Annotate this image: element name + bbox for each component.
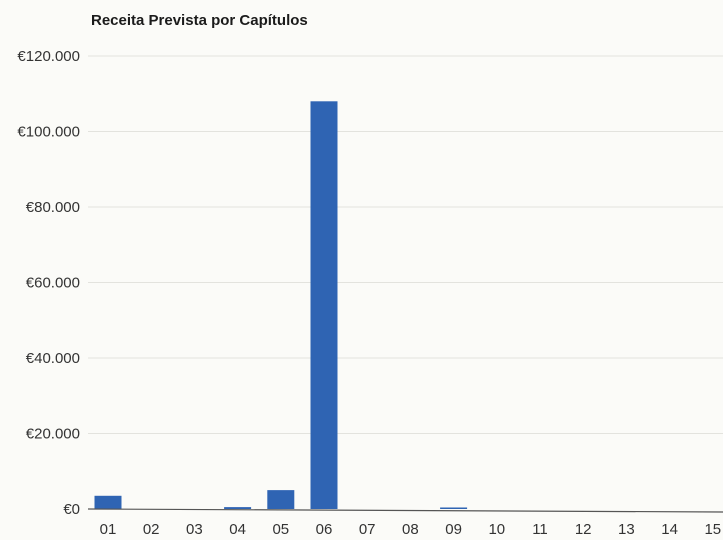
x-tick-label: 12 bbox=[575, 521, 592, 538]
bar-05 bbox=[267, 490, 294, 509]
bar-04 bbox=[224, 507, 251, 509]
x-tick-label: 10 bbox=[488, 521, 505, 538]
x-axis-tick-labels: 01 02 03 04 05 06 07 08 09 10 11 12 13 14 15 bbox=[100, 521, 721, 538]
x-tick-label: 04 bbox=[229, 521, 246, 538]
x-tick-label: 09 bbox=[445, 521, 462, 538]
y-tick-label: €120.000 bbox=[17, 48, 80, 65]
y-tick-label: €0 bbox=[63, 501, 80, 518]
x-tick-label: 14 bbox=[661, 521, 678, 538]
x-tick-label: 05 bbox=[272, 521, 289, 538]
y-tick-label: €100.000 bbox=[17, 124, 80, 141]
x-tick-label: 15 bbox=[704, 521, 721, 538]
y-tick-label: €20.000 bbox=[26, 426, 80, 443]
x-tick-label: 11 bbox=[532, 521, 548, 538]
x-tick-label: 07 bbox=[359, 521, 376, 538]
bar-06 bbox=[311, 101, 338, 509]
x-tick-label: 02 bbox=[143, 521, 160, 538]
y-tick-label: €40.000 bbox=[26, 350, 80, 367]
x-tick-label: 08 bbox=[402, 521, 419, 538]
y-tick-label: €80.000 bbox=[26, 199, 80, 216]
bar-01 bbox=[95, 496, 122, 509]
x-axis-line bbox=[88, 509, 723, 512]
x-tick-label: 13 bbox=[618, 521, 635, 538]
x-tick-label: 06 bbox=[316, 521, 333, 538]
y-tick-label: €60.000 bbox=[26, 275, 80, 292]
bars bbox=[95, 101, 468, 509]
x-tick-label: 01 bbox=[100, 521, 117, 538]
bar-09 bbox=[440, 507, 467, 509]
y-axis-tick-labels: €0 €20.000 €40.000 €60.000 €80.000 €100.000 €1… bbox=[17, 48, 80, 518]
x-tick-label: 03 bbox=[186, 521, 203, 538]
gridlines bbox=[88, 56, 723, 434]
